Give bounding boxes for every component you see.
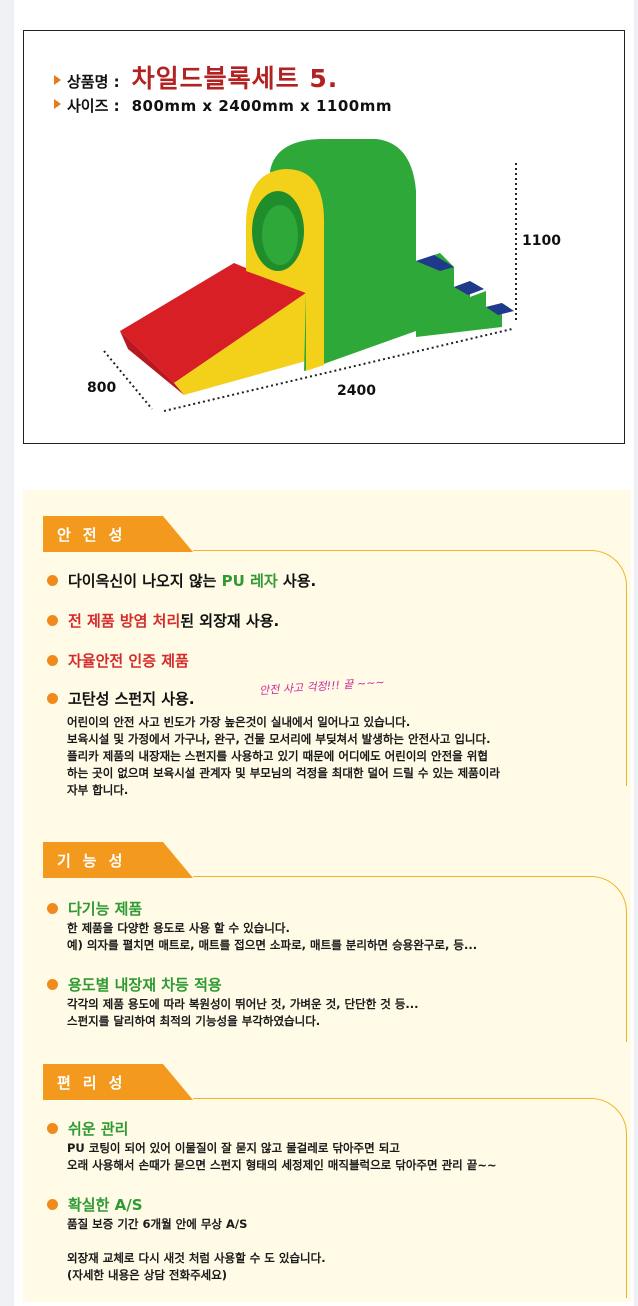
desc-line: PU 코팅이 되어 있어 이물질이 잘 묻지 않고 물걸레로 닦아주면 되고 [67,1141,400,1155]
triangle-bullet-icon [54,99,61,109]
desc-line: 한 제품을 다양한 용도로 사용 할 수 있습니다. [67,921,290,935]
tunnel-block [246,139,416,371]
section-title-safety: 안전성 [57,526,135,544]
safety-bullet-1: 다이옥신이 나오지 않는 PU 레자 사용. [47,570,316,591]
section-title-convenience: 편리성 [57,1074,135,1092]
bullet-dot-icon [47,979,58,990]
ramp-block [120,263,306,395]
desc-line: 예) 의자를 펼치면 매트로, 매트를 접으면 소파로, 매트를 분리하면 승용… [67,938,478,952]
function-bullet-1: 다기능 제품 [47,898,142,919]
section-arc-safety [193,550,627,786]
bullet-dot-icon [47,693,58,704]
desc-line: 보육시설 및 가정에서 가구나, 완구, 건물 모서리에 부딪쳐서 발생하는 안… [67,732,491,746]
steps-block [416,253,514,337]
safety-bullet-3: 자율안전 인증 제품 [47,650,189,671]
product-illustration [103,139,517,412]
convenience-description-2: 품질 보증 기간 6개월 안에 무상 A/S 외장재 교체로 다시 새것 처럼 … [67,1216,326,1284]
convenience-bullet-2: 확실한 A/S [47,1194,143,1215]
height-dimension-label: 1100 [522,233,561,249]
bullet-dot-icon [47,615,58,626]
safety-bullet-4: 고탄성 스펀지 사용. [47,688,195,709]
tab-shape [43,842,193,878]
tab-shape [43,516,193,552]
safety-description: 어린이의 안전 사고 빈도가 가장 높은것이 실내에서 일어나고 있습니다. 보… [67,714,500,799]
bullet-dot-icon [47,655,58,666]
safety-bullet-2: 전 제품 방염 처리된 외장재 사용. [47,610,279,631]
product-info-box: 상품명 : 차일드블록세트 5. 사이즈 : 800mm x 2400mm x … [23,30,625,444]
features-panel: 안전성 다이옥신이 나오지 않는 PU 레자 사용. 전 제품 방염 처리된 외… [23,490,631,1302]
section-title-function: 기능성 [57,852,135,870]
desc-line: 하는 곳이 없으며 보육시설 관계자 및 부모님의 걱정을 최대한 덜어 드릴 … [67,766,500,780]
bullet-dot-icon [47,575,58,586]
desc-line: (자세한 내용은 상담 전화주세요) [67,1268,228,1282]
desc-line [67,1233,326,1250]
bullet-text: 쉬운 관리 [68,1120,129,1138]
bullet-text: 다이옥신이 나오지 않는 PU 레자 사용. [68,572,317,590]
depth-dimension-label: 800 [87,380,117,396]
desc-line: 자부 합니다. [67,783,129,797]
section-tab-convenience: 편리성 [43,1064,193,1100]
bullet-text: 용도별 내장재 차등 적용 [68,976,222,994]
bullet-dot-icon [47,903,58,914]
product-size-value: 800mm x 2400mm x 1100mm [131,97,392,115]
function-bullet-2: 용도별 내장재 차등 적용 [47,974,222,995]
tab-shape [43,1064,193,1100]
product-name-row: 상품명 : 차일드블록세트 5. [54,59,338,95]
bullet-text: 다기능 제품 [68,900,143,918]
bullet-dot-icon [47,1123,58,1134]
page: 상품명 : 차일드블록세트 5. 사이즈 : 800mm x 2400mm x … [14,0,634,1306]
bullet-text: 고탄성 스펀지 사용. [68,690,195,708]
product-size-label: 사이즈 : [67,97,120,115]
bullet-text: 전 제품 방염 처리된 외장재 사용. [68,612,280,630]
product-size-row: 사이즈 : 800mm x 2400mm x 1100mm [54,95,392,116]
function-description-1: 한 제품을 다양한 용도로 사용 할 수 있습니다. 예) 의자를 펼치면 매트… [67,920,477,954]
product-name-value: 차일드블록세트 5. [131,64,339,93]
triangle-bullet-icon [54,75,61,85]
desc-line: 스펀지를 달리하여 최적의 기능성을 부각하였습니다. [67,1014,321,1028]
bullet-dot-icon [47,1199,58,1210]
function-description-2: 각각의 제품 용도에 따라 복원성이 뛰어난 것, 가벼운 것, 단단한 것 등… [67,996,419,1030]
bullet-text: 확실한 A/S [68,1196,143,1214]
section-tab-function: 기능성 [43,842,193,878]
desc-line: 각각의 제품 용도에 따라 복원성이 뛰어난 것, 가벼운 것, 단단한 것 등… [67,997,419,1011]
desc-line: 어린이의 안전 사고 빈도가 가장 높은것이 실내에서 일어나고 있습니다. [67,715,411,729]
desc-line: 오래 사용해서 손때가 묻으면 스펀지 형태의 세정제인 매직블럭으로 닦아주면… [67,1158,497,1172]
width-dimension-label: 2400 [337,383,376,399]
bullet-text: 자율안전 인증 제품 [68,652,189,670]
desc-line: 품질 보증 기간 6개월 안에 무상 A/S [67,1217,248,1231]
section-arc-convenience [193,1098,627,1298]
desc-line: 외장재 교체로 다시 새것 처럼 사용할 수 도 있습니다. [67,1251,326,1265]
product-name-label: 상품명 : [67,73,120,91]
convenience-bullet-1: 쉬운 관리 [47,1118,128,1139]
convenience-description-1: PU 코팅이 되어 있어 이물질이 잘 묻지 않고 물걸레로 닦아주면 되고 오… [67,1140,497,1174]
section-tab-safety: 안전성 [43,516,193,552]
section-arc-function [193,876,627,1042]
desc-line: 플리카 제품의 내장재는 스펀지를 사용하고 있기 때문에 어디에도 어린이의 … [67,749,488,763]
